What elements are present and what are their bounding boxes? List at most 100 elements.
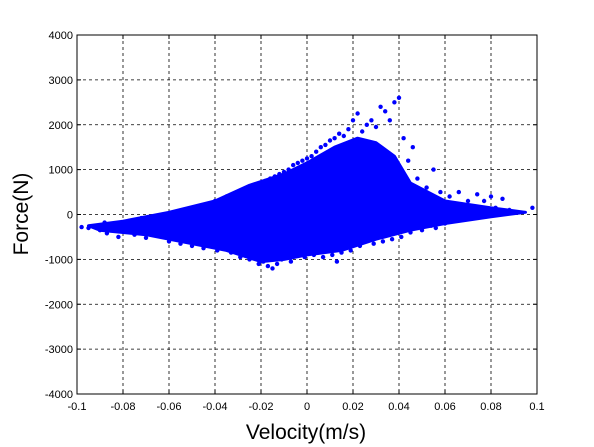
data-point: [530, 205, 535, 210]
data-point: [360, 129, 365, 134]
data-point: [341, 133, 346, 139]
data-point: [120, 221, 126, 226]
data-point: [389, 237, 395, 242]
y-tick-label: -3000: [45, 344, 73, 356]
data-point: [307, 248, 312, 253]
data-point: [293, 252, 298, 258]
data-point: [330, 252, 335, 258]
data-point: [205, 203, 211, 208]
y-tick-labels: -4000 -3000 -2000 -1000 0 1000 2000 3000 4000: [45, 30, 73, 401]
data-point: [355, 111, 360, 116]
data-point: [300, 158, 305, 163]
data-point: [371, 241, 376, 246]
data-point: [316, 250, 321, 255]
data-point: [376, 234, 381, 240]
data-point: [245, 187, 250, 192]
data-point: [304, 156, 310, 161]
data-point: [254, 183, 259, 188]
data-point: [357, 243, 363, 249]
data-point: [261, 259, 266, 264]
data-point: [263, 178, 268, 183]
data-point: [339, 250, 344, 255]
data-point: [419, 228, 425, 233]
data-point: [461, 216, 466, 222]
data-point: [429, 223, 434, 228]
data-point: [116, 234, 121, 240]
data-point: [465, 198, 471, 204]
data-point: [383, 109, 388, 114]
data-point: [392, 100, 397, 105]
data-point: [217, 201, 222, 206]
data-point: [399, 234, 404, 240]
data-point: [251, 252, 257, 258]
data-point: [268, 176, 273, 181]
data-point: [438, 189, 443, 195]
data-point: [247, 257, 252, 262]
data-point: [189, 243, 195, 249]
data-point: [109, 225, 114, 231]
data-point: [396, 95, 402, 101]
data-point: [130, 219, 135, 224]
data-point: [470, 212, 475, 217]
data-point: [412, 225, 418, 231]
data-point: [507, 207, 512, 213]
data-points: [79, 95, 535, 271]
data-point: [346, 127, 351, 132]
data-point: [93, 224, 98, 229]
data-point: [136, 225, 142, 231]
data-point: [238, 254, 243, 260]
data-point: [452, 207, 457, 213]
data-point: [475, 192, 480, 197]
data-point: [166, 239, 172, 244]
data-point: [488, 194, 494, 199]
data-point: [380, 239, 386, 244]
data-point: [208, 239, 213, 244]
y-tick-label: -1000: [45, 254, 73, 266]
data-point: [143, 235, 149, 240]
x-tick-label: -0.02: [248, 401, 273, 413]
data-point: [493, 205, 498, 210]
data-point: [272, 174, 277, 179]
data-point: [297, 250, 303, 255]
data-point: [424, 185, 429, 190]
data-point: [274, 261, 280, 267]
data-point: [406, 158, 411, 163]
data-point: [366, 237, 372, 242]
data-point: [113, 223, 119, 228]
data-point: [309, 154, 314, 159]
data-point: [192, 207, 197, 213]
data-point: [410, 145, 415, 150]
x-tick-label: 0.04: [388, 401, 409, 413]
y-tick-label: -2000: [45, 299, 73, 311]
data-point: [228, 250, 234, 255]
data-point: [125, 229, 130, 234]
data-point: [327, 138, 333, 143]
data-point: [348, 248, 353, 253]
data-point: [173, 221, 179, 226]
data-point: [311, 252, 317, 258]
data-point: [148, 223, 153, 228]
data-point: [159, 214, 165, 219]
x-tick-labels: -0.1 -0.08 -0.06 -0.04 -0.02 0 0.02 0.04 0.06 0.0…: [68, 401, 545, 413]
y-tick-label: 4000: [49, 30, 73, 42]
data-point: [291, 162, 296, 168]
data-point: [456, 189, 461, 195]
y-tick-label: 0: [67, 210, 73, 222]
data-point: [222, 234, 227, 240]
x-tick-label: 0.08: [480, 401, 501, 413]
data-point: [231, 196, 236, 201]
x-tick-label: -0.08: [110, 401, 135, 413]
data-point: [185, 228, 190, 233]
data-point: [373, 124, 379, 130]
data-point: [401, 136, 406, 141]
data-point: [212, 198, 218, 204]
data-point: [394, 230, 399, 235]
data-point: [481, 198, 487, 204]
data-point: [178, 241, 183, 246]
data-point: [132, 232, 137, 237]
data-point: [350, 118, 356, 123]
data-point: [378, 104, 383, 110]
data-point: [224, 194, 229, 199]
data-point: [233, 243, 238, 249]
data-point: [385, 232, 390, 237]
